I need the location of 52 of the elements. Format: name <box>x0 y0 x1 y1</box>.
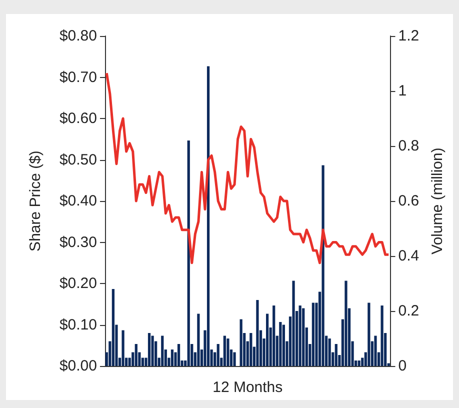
bar <box>380 306 384 366</box>
bar <box>170 350 174 366</box>
bar <box>151 336 154 366</box>
y2-tick-label: 1.2 <box>398 28 420 44</box>
bar <box>256 300 259 366</box>
bar <box>266 314 269 366</box>
bar <box>112 289 115 366</box>
y-tick-label: $0.50 <box>59 151 97 168</box>
bar <box>240 319 242 366</box>
bar <box>197 314 200 366</box>
line-series <box>105 72 390 264</box>
y-tick-label: $0.20 <box>59 275 97 292</box>
bar <box>216 344 220 366</box>
x-axis-title: 12 Months <box>212 379 283 396</box>
y2-tick-label: 0.4 <box>398 248 420 264</box>
bar <box>148 333 151 366</box>
bar <box>374 336 377 366</box>
y-tick-label: $0.80 <box>59 28 97 44</box>
y2-tick-label: 0.2 <box>398 302 420 320</box>
bar <box>250 333 252 366</box>
y2-tick-label: 0.6 <box>398 192 420 210</box>
bar <box>226 338 230 366</box>
y-tick-label: $0.60 <box>59 110 97 127</box>
bar <box>344 280 348 366</box>
y-tick-label: $0.00 <box>59 358 97 374</box>
bar <box>298 306 302 366</box>
bar <box>292 280 295 366</box>
bar <box>233 352 236 366</box>
y2-tick-label: 0 <box>398 358 407 374</box>
bar <box>279 322 282 366</box>
bar <box>328 338 331 366</box>
y-tick-label: $0.70 <box>59 68 97 86</box>
bar <box>272 306 276 366</box>
bar <box>122 330 124 366</box>
bar <box>177 344 180 366</box>
y2-tick-label: 0.8 <box>398 138 420 154</box>
bar <box>312 302 315 366</box>
y-tick-label: $0.40 <box>59 192 97 210</box>
y-axis-title: Share Price ($) <box>27 150 44 252</box>
y-tick-label: $0.10 <box>59 316 97 334</box>
bar <box>161 336 164 366</box>
bar <box>334 344 338 366</box>
y-tick-label: $0.30 <box>59 234 97 251</box>
y2-axis-title: Volume (million) <box>429 148 446 254</box>
y2-tick-label: 1 <box>398 82 407 100</box>
bar <box>282 324 285 366</box>
bar <box>134 344 138 366</box>
bar <box>368 302 370 366</box>
bar <box>322 165 324 366</box>
bar <box>302 308 305 366</box>
bar <box>223 336 226 366</box>
bar <box>358 360 360 366</box>
